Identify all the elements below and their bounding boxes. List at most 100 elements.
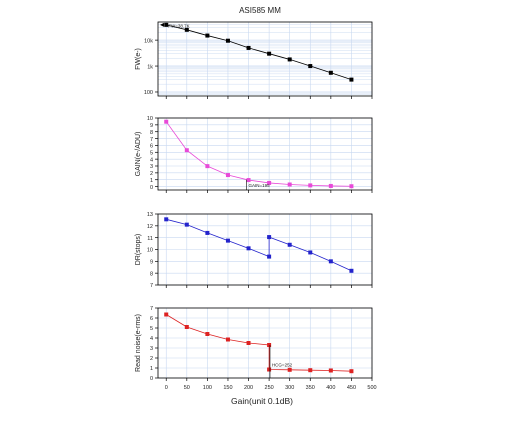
data-point (328, 259, 333, 264)
y-tick-label: 100 (144, 90, 153, 96)
y-tick-label: 9 (150, 260, 153, 266)
annotation-label: FW=38.7K (168, 23, 189, 28)
data-point (328, 368, 333, 373)
annotation-label: HCG=252 (272, 363, 293, 368)
plot-frame (157, 21, 373, 97)
data-point (308, 368, 313, 373)
data-point (246, 341, 251, 345)
y-tick-label: 4 (150, 336, 153, 342)
series-line (166, 314, 352, 372)
data-point (225, 337, 230, 342)
data-point (308, 250, 313, 255)
data-point (267, 367, 272, 372)
data-point (349, 369, 354, 374)
x-tick-label: 400 (326, 385, 335, 391)
data-point (246, 45, 251, 50)
y-tick-label: 1 (150, 178, 153, 184)
y-tick-label: 6 (150, 144, 153, 150)
series-line (166, 24, 352, 80)
data-point (246, 178, 251, 183)
data-point (205, 332, 210, 336)
data-point (184, 222, 189, 227)
data-point (267, 235, 272, 240)
data-point (349, 77, 354, 82)
data-point (287, 242, 292, 247)
x-tick-label: 450 (347, 385, 356, 391)
y-tick-label: 10 (147, 248, 153, 254)
y-tick-label: 10k (144, 38, 153, 44)
y-axis-label: FW(e-) (135, 48, 142, 70)
data-point (349, 184, 354, 189)
data-point (184, 325, 189, 329)
x-tick-label: 200 (244, 385, 253, 391)
data-point (267, 343, 272, 347)
y-axis-label: Read noise(e-rms) (135, 314, 142, 372)
y-tick-label: 12 (147, 224, 153, 230)
data-point (164, 22, 169, 27)
x-tick-label: 250 (265, 385, 274, 391)
y-tick-label: 7 (150, 306, 153, 312)
y-tick-label: 1 (150, 366, 153, 372)
data-point (205, 164, 210, 169)
y-axis-label: GAIN(e-/ADU) (135, 132, 142, 177)
annotation-label: GAIN=195 (248, 183, 270, 188)
y-tick-label: 11 (147, 236, 153, 242)
y-tick-label: 0 (150, 376, 153, 382)
y-tick-label: 13 (147, 212, 153, 218)
data-point (308, 183, 313, 188)
data-point (164, 119, 169, 124)
y-tick-label: 10 (147, 116, 153, 122)
figure-title: ASI585 MM (239, 6, 281, 15)
data-point (184, 27, 189, 32)
data-point (287, 367, 292, 372)
y-tick-label: 9 (150, 123, 153, 129)
y-tick-label: 0 (150, 185, 153, 191)
y-tick-label: 5 (150, 326, 153, 332)
x-tick-label: 300 (285, 385, 294, 391)
x-tick-label: 0 (165, 385, 168, 391)
series-line (165, 121, 352, 187)
x-tick-label: 100 (203, 385, 212, 391)
x-tick-label: 150 (223, 385, 232, 391)
data-point (308, 64, 313, 69)
y-tick-label: 5 (150, 150, 153, 156)
y-tick-label: 2 (150, 356, 153, 362)
fw-marker (160, 22, 164, 27)
x-axis-label: Gain(unit 0.1dB) (231, 396, 293, 406)
data-point (225, 173, 230, 178)
data-point (225, 38, 230, 43)
y-tick-label: 6 (150, 316, 153, 322)
data-point (164, 217, 169, 222)
plot-frame (157, 117, 373, 191)
y-tick-label: 1k (147, 64, 153, 70)
data-point (205, 33, 210, 38)
x-tick-label: 350 (306, 385, 315, 391)
series-line (166, 218, 352, 272)
x-tick-label: 50 (184, 385, 190, 391)
y-tick-label: 8 (150, 130, 153, 136)
y-tick-label: 3 (150, 164, 153, 170)
data-point (267, 180, 272, 185)
y-tick-label: 2 (150, 171, 153, 177)
y-tick-label: 7 (150, 283, 153, 289)
x-tick-label: 500 (367, 385, 376, 391)
data-point (287, 57, 292, 62)
y-tick-label: 7 (150, 137, 153, 143)
data-point (349, 268, 354, 273)
data-point (328, 70, 333, 75)
y-tick-label: 4 (150, 157, 153, 163)
data-point (246, 246, 251, 251)
data-point (184, 148, 189, 153)
data-point (287, 182, 292, 187)
plot-frame (157, 307, 373, 379)
data-point (164, 312, 169, 317)
y-tick-label: 3 (150, 346, 153, 352)
y-tick-label: 8 (150, 271, 153, 277)
data-point (267, 254, 272, 259)
data-point (267, 51, 272, 56)
data-point (205, 230, 210, 235)
data-point (225, 238, 230, 243)
data-point (328, 183, 333, 188)
